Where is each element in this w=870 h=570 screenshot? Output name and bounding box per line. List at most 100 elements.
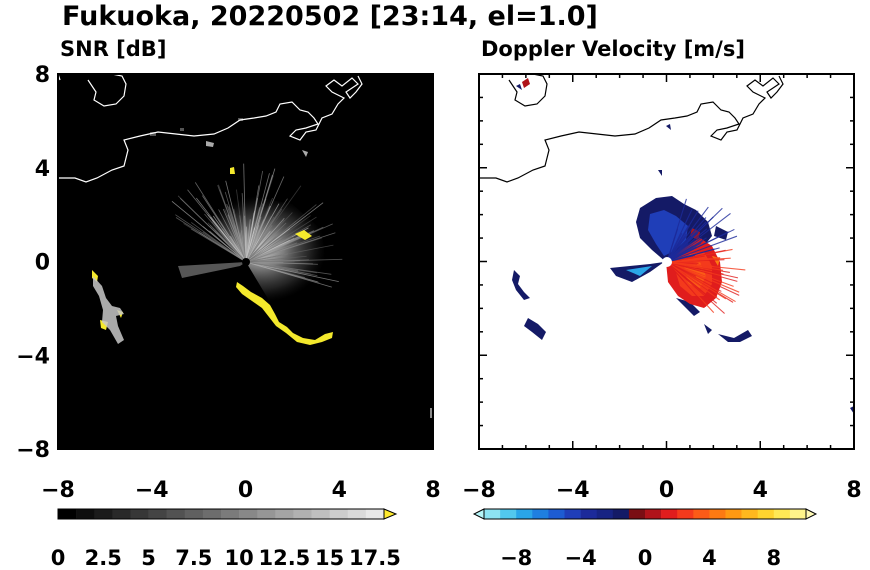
snr-colorbar-cell [112,509,131,519]
snr-colorbar-cell [347,509,367,519]
snr-ray [245,205,271,263]
snr-ray [239,232,247,263]
doppler-colorbar-label: −4 [564,546,596,570]
snr-colorbar-label: 15 [315,546,344,570]
doppler-ray [666,261,738,282]
doppler-colorbar-cell [500,509,517,519]
doppler-ray [666,247,720,263]
doppler-ray [666,240,703,263]
snr-colorbar: 0 2.5 5 7.5 10 12.5 15 17.5 [51,508,401,570]
doppler-colorbar-cell [677,509,694,519]
snr-colorbar-cells [58,509,385,519]
doppler-colorbar-cells [484,509,807,519]
doppler-coastline [479,74,784,183]
snr-colorbar-label: 5 [141,546,156,570]
doppler-colorbar-cell [548,509,565,519]
doppler-ray [666,213,731,263]
figure-title: Fukuoka, 20220502 [23:14, el=1.0] [62,1,598,32]
snr-ray [236,189,247,263]
doppler-ray [666,235,738,263]
snr-colorbar-cell [202,509,222,519]
snr-x-tick-label: −4 [135,478,169,503]
snr-west-echoes [93,141,308,344]
doppler-colorbar-cell [628,509,646,519]
snr-ray [207,222,247,263]
snr-ray [218,209,247,263]
snr-ray [209,230,247,263]
doppler-panel: Doppler Velocity [m/s] [462,37,862,570]
doppler-axis-ticks [478,73,855,450]
snr-panel-title: SNR [dB] [60,37,166,61]
snr-west-spokes [178,262,246,278]
snr-colorbar-cell [58,509,77,519]
doppler-colorbar-cell [596,509,614,519]
snr-ray [245,261,318,277]
doppler-x-tick-label: 8 [846,478,861,503]
snr-colorbar-cell [166,509,186,519]
snr-colorbar-label: 12.5 [258,546,310,570]
doppler-colorbar-cell [757,509,775,519]
doppler-colorbar-cell [773,509,791,519]
snr-ray [183,223,247,263]
doppler-ray [666,261,691,283]
snr-y-tick-label: −8 [16,438,50,463]
snr-colorbar-label: 7.5 [175,546,212,570]
snr-y-tick-label: 0 [35,251,50,276]
snr-colorbar-label: 10 [224,546,253,570]
snr-y-tick-labels: 8 4 0 −4 −8 [16,63,50,463]
doppler-colorbar: −8 −4 0 4 8 [472,508,818,570]
doppler-x-tick-labels: −8 −4 0 4 8 [462,478,862,503]
doppler-colorbar-label: −8 [500,546,532,570]
doppler-ray [666,225,689,263]
doppler-colorbar-cell [741,509,758,519]
snr-ray [243,163,247,263]
doppler-colorbar-label: 4 [702,546,717,570]
doppler-colorbar-label: 8 [766,546,781,570]
doppler-panel-title: Doppler Velocity [m/s] [481,37,745,61]
doppler-colorbar-cell [612,509,630,519]
doppler-ray [666,261,722,292]
doppler-colorbar-extend-min [472,508,485,520]
snr-x-tick-label: −8 [41,478,75,503]
doppler-colorbar-cell [484,509,501,519]
doppler-colorbar-frame [483,508,807,520]
snr-axis-ticks [57,73,434,450]
doppler-ray [666,261,746,271]
snr-colorbar-tick-labels: 0 2.5 5 7.5 10 12.5 15 17.5 [51,546,401,570]
snr-ray [245,236,293,263]
doppler-ray [666,257,721,263]
snr-x-tick-labels: −8 −4 0 4 8 [41,478,441,503]
doppler-ray [666,261,734,287]
doppler-colorbar-cell [580,509,597,519]
snr-ray [245,173,270,263]
doppler-ray [666,261,697,269]
snr-ray [245,228,290,263]
doppler-colorbar-cell [532,509,549,519]
doppler-x-tick-label: −4 [556,478,590,503]
snr-x-tick-label: 8 [425,478,440,503]
snr-ray [245,203,280,263]
doppler-colorbar-cell [564,509,581,519]
snr-ray [245,219,251,263]
doppler-x-tick-label: −8 [462,478,496,503]
snr-colorbar-label: 2.5 [85,546,122,570]
snr-ray [245,260,301,263]
doppler-small-echoes [516,78,854,414]
snr-ray [211,221,247,263]
snr-x-tick-label: 0 [238,478,253,503]
doppler-colorbar-cell [709,509,726,519]
snr-ray [245,212,293,263]
doppler-ray [666,261,721,301]
doppler-colorbar-cell [661,509,678,519]
doppler-x-tick-label: 0 [659,478,674,503]
snr-colorbar-cell [76,509,95,519]
doppler-ray [666,261,727,300]
snr-colorbar-label: 17.5 [349,546,401,570]
doppler-colorbar-cell [516,509,533,519]
snr-ray [175,214,247,263]
snr-panel: SNR [dB] [16,37,440,570]
snr-ray [245,185,302,263]
snr-colorbar-cell [148,509,167,519]
doppler-colorbar-cell [725,509,742,519]
snr-ray [245,222,287,263]
